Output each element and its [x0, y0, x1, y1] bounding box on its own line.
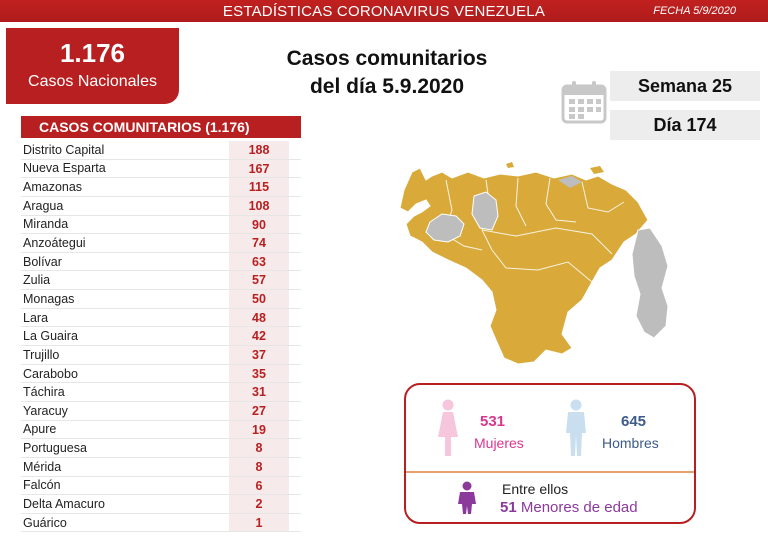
map-unaffected-west — [425, 213, 465, 243]
state-case-count: 37 — [229, 346, 289, 364]
state-name: Carabobo — [23, 366, 78, 381]
map-affected-region — [399, 167, 649, 365]
table-row: Nueva Esparta 167 — [21, 159, 301, 179]
minors-line: 51 Menores de edad — [500, 499, 638, 516]
map-island-nueva-esparta — [590, 166, 604, 174]
state-case-count: 35 — [229, 364, 289, 383]
state-name: Yaracuy — [23, 403, 68, 418]
map-unaffected-island — [558, 176, 582, 188]
state-name: Guárico — [23, 515, 67, 530]
state-name: Mérida — [23, 459, 62, 474]
male-figure-icon — [566, 399, 586, 456]
state-case-count: 31 — [229, 383, 289, 401]
table-row: Zulia 57 — [21, 271, 301, 291]
community-cases-table: Distrito Capital 188 Nueva Esparta 167 Amazo… — [21, 141, 301, 533]
state-case-count: 19 — [229, 420, 289, 439]
women-count: 531 — [480, 413, 506, 430]
minors-count: 51 — [500, 499, 517, 516]
state-name: La Guaira — [23, 329, 78, 344]
national-cases-card: 1.176 Casos Nacionales — [6, 28, 179, 104]
table-row: Táchira 31 — [21, 383, 301, 402]
page-title: ESTADÍSTICAS CORONAVIRUS VENEZUELA — [222, 3, 546, 20]
men-count: 645 — [621, 413, 647, 430]
report-date: FECHA 5/9/2020 — [653, 5, 736, 17]
state-name: Monagas — [23, 291, 75, 306]
state-case-count: 50 — [229, 290, 289, 308]
week-label: Semana 25 — [610, 71, 760, 101]
women-label: Mujeres — [474, 435, 524, 451]
state-name: Falcón — [23, 478, 61, 493]
state-name: Bolívar — [23, 254, 62, 269]
state-name: Delta Amacuro — [23, 496, 105, 511]
table-row: Miranda 90 — [21, 215, 301, 235]
state-case-count: 6 — [229, 476, 289, 495]
table-row: Anzoátegui 74 — [21, 234, 301, 253]
state-name: Táchira — [23, 385, 65, 400]
headline-line1: Casos comunitarios — [286, 47, 488, 70]
map-island-small — [506, 162, 514, 168]
state-case-count: 167 — [229, 159, 289, 178]
table-row: Distrito Capital 188 — [21, 141, 301, 160]
minors-intro: Entre ellos — [502, 481, 569, 497]
headline: Casos comunitarios del día 5.9.2020 — [262, 45, 512, 101]
table-row: Carabobo 35 — [21, 364, 301, 384]
table-row: Yaracuy 27 — [21, 401, 301, 421]
state-case-count: 1 — [229, 513, 289, 532]
state-name: Nueva Esparta — [23, 161, 106, 176]
child-figure-icon — [458, 481, 476, 514]
state-case-count: 57 — [229, 271, 289, 290]
national-cases-count: 1.176 — [59, 38, 126, 68]
state-case-count: 2 — [229, 495, 289, 513]
state-name: Amazonas — [23, 180, 83, 195]
map-unaffected-central — [471, 191, 499, 231]
state-case-count: 115 — [229, 178, 289, 196]
map-unaffected-east — [631, 227, 669, 339]
table-row: Amazonas 115 — [21, 178, 301, 197]
state-name: Trujillo — [23, 347, 60, 362]
state-case-count: 8 — [229, 457, 289, 476]
table-row: Monagas 50 — [21, 290, 301, 309]
table-row: Delta Amacuro 2 — [21, 495, 301, 514]
table-row: Portuguesa 8 — [21, 439, 301, 458]
state-case-count: 63 — [229, 252, 289, 271]
community-cases-table-title: CASOS COMUNITARIOS (1.176) — [21, 116, 301, 138]
state-name: Lara — [23, 310, 49, 325]
national-cases-label: Casos Nacionales — [28, 73, 157, 90]
state-case-count: 8 — [229, 439, 289, 457]
table-row: Falcón 6 — [21, 476, 301, 496]
female-figure-icon — [438, 399, 458, 456]
day-label: Día 174 — [610, 110, 760, 140]
state-case-count: 108 — [229, 196, 289, 215]
table-row: Lara 48 — [21, 308, 301, 328]
minors-label: Menores de edad — [520, 499, 638, 516]
header-bar: ESTADÍSTICAS CORONAVIRUS VENEZUELA FECHA… — [0, 0, 768, 22]
table-row: Bolívar 63 — [21, 252, 301, 272]
table-row: Guárico 1 — [21, 513, 301, 533]
state-name: Aragua — [23, 198, 64, 213]
state-name: Apure — [23, 422, 57, 437]
divider — [406, 471, 694, 473]
table-row: Apure 19 — [21, 420, 301, 440]
state-case-count: 74 — [229, 234, 289, 252]
calendar-icon — [561, 81, 607, 124]
venezuela-map — [399, 162, 669, 365]
table-row: Aragua 108 — [21, 196, 301, 216]
state-name: Anzoátegui — [23, 236, 86, 251]
state-name: Miranda — [23, 217, 69, 232]
state-case-count: 48 — [229, 308, 289, 327]
state-case-count: 42 — [229, 327, 289, 346]
headline-line2: del día 5.9.2020 — [309, 75, 465, 98]
state-case-count: 188 — [229, 141, 289, 159]
state-name: Portuguesa — [23, 441, 87, 456]
state-name: Distrito Capital — [23, 142, 105, 157]
men-label: Hombres — [602, 435, 659, 451]
state-name: Zulia — [23, 273, 51, 288]
state-case-count: 90 — [229, 215, 289, 234]
table-row: La Guaira 42 — [21, 327, 301, 347]
table-row: Mérida 8 — [21, 457, 301, 477]
table-row: Trujillo 37 — [21, 346, 301, 365]
gender-breakdown-card: 531 Mujeres 645 Hombres Entre ellos 51 M… — [404, 383, 696, 524]
state-case-count: 27 — [229, 401, 289, 420]
